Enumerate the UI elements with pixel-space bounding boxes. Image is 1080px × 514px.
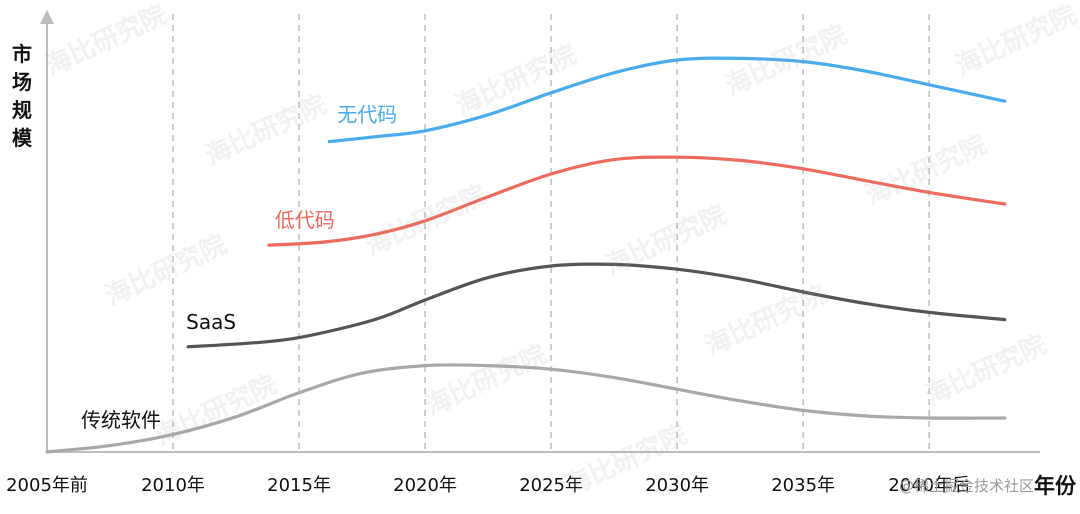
x-tick-label: 2025年	[519, 475, 583, 496]
x-tick-label: 2005年前	[6, 475, 88, 496]
series-line	[45, 363, 1007, 454]
series-label: SaaS	[186, 310, 236, 334]
y-axis-arrow	[40, 10, 54, 24]
y-axis-label-char: 模	[12, 126, 32, 150]
x-tick-label: 2020年	[393, 475, 457, 496]
series-label: 传统软件	[81, 408, 161, 432]
y-axis-label-char: 市	[12, 42, 32, 66]
series-label: 低代码	[275, 208, 335, 232]
x-axis-label: 年份	[1034, 474, 1076, 498]
x-tick-label: 2015年	[267, 475, 331, 496]
series-line	[186, 262, 1007, 349]
series-line	[267, 155, 1007, 247]
x-tick-label: 2035年	[771, 475, 835, 496]
y-axis-label-char: 规	[12, 98, 32, 122]
y-axis-label: 市场规模	[10, 40, 34, 152]
y-axis-label-char: 场	[12, 70, 32, 94]
credit-text: @稀土掘金技术社区	[898, 477, 1034, 495]
series-line	[327, 56, 1007, 144]
x-tick-label: 2030年	[645, 475, 709, 496]
x-tick-label: 2010年	[141, 475, 205, 496]
series-label: 无代码	[337, 103, 397, 127]
x-tick-label: 2040年后	[888, 475, 970, 496]
